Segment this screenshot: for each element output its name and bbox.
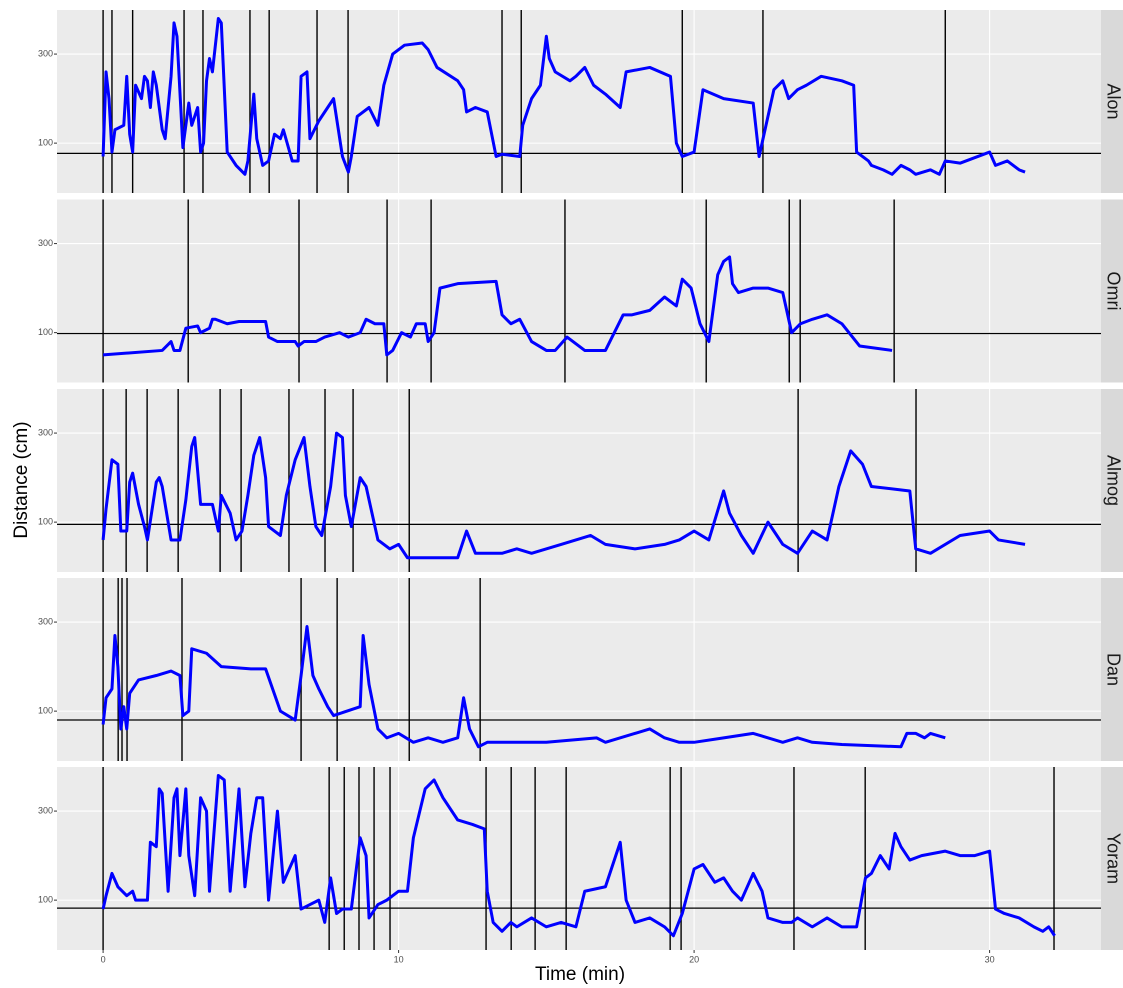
panel-background xyxy=(57,578,1101,761)
facet-label: Alon xyxy=(1103,83,1123,119)
facet-label: Omri xyxy=(1103,272,1123,311)
facet-strip xyxy=(1101,10,1123,193)
y-tick-label: 100 xyxy=(38,138,53,148)
data-line xyxy=(101,16,1026,176)
x-tick-label: 10 xyxy=(394,954,404,964)
x-tick-label: 20 xyxy=(689,954,699,964)
data-line xyxy=(101,431,1026,560)
y-tick-label: 100 xyxy=(38,706,53,716)
x-tick-label: 0 xyxy=(101,954,106,964)
facet-label: Almog xyxy=(1103,455,1123,506)
panel-background xyxy=(57,199,1101,383)
data-line xyxy=(101,773,1056,938)
facet-label: Yoram xyxy=(1103,833,1123,884)
facet-strip xyxy=(1101,199,1123,383)
x-axis-title: Time (min) xyxy=(535,964,625,985)
y-tick-label: 300 xyxy=(38,238,53,248)
panel-background xyxy=(57,389,1101,572)
y-tick-label: 300 xyxy=(38,48,53,58)
facet-strip xyxy=(1101,389,1123,572)
panel-background xyxy=(57,10,1101,193)
y-tick-label: 300 xyxy=(38,805,53,815)
y-tick-label: 100 xyxy=(38,517,53,527)
x-tick-label: 30 xyxy=(985,954,995,964)
y-tick-label: 100 xyxy=(38,895,53,905)
facet-label: Dan xyxy=(1103,653,1123,686)
data-line xyxy=(101,625,946,749)
y-tick-label: 300 xyxy=(38,616,53,626)
y-tick-label: 300 xyxy=(38,427,53,437)
y-tick-label: 100 xyxy=(38,327,53,337)
y-axis-title: Distance (cm) xyxy=(11,421,32,538)
data-line xyxy=(102,255,893,357)
panel-background xyxy=(57,767,1101,950)
facet-strip xyxy=(1101,767,1123,950)
facet-strip xyxy=(1101,578,1123,761)
